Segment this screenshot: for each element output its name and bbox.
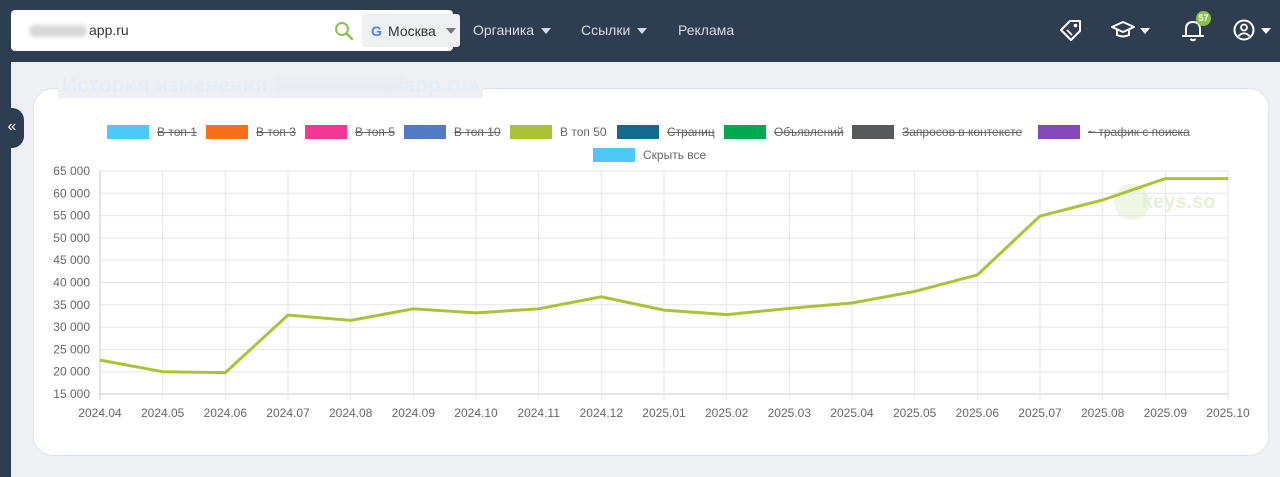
domain-search-field[interactable]: app.ru G Москва bbox=[11, 10, 460, 51]
y-tick-label: 25 000 bbox=[53, 342, 90, 356]
y-tick-label: 50 000 bbox=[53, 231, 90, 245]
legend-swatch bbox=[404, 125, 446, 139]
legend-swatch bbox=[107, 125, 149, 139]
search-icon[interactable] bbox=[334, 21, 354, 41]
legend-swatch bbox=[305, 125, 347, 139]
x-tick-label: 2025.08 bbox=[1081, 406, 1125, 420]
blurred-domain-part bbox=[29, 25, 87, 38]
x-tick-label: 2024.06 bbox=[204, 406, 248, 420]
x-tick-label: 2025.01 bbox=[642, 406, 686, 420]
x-tick-label: 2024.09 bbox=[392, 406, 436, 420]
x-tick-label: 2024.04 bbox=[78, 406, 122, 420]
x-tick-label: 2025.06 bbox=[956, 406, 1000, 420]
x-tick-label: 2024.11 bbox=[517, 406, 560, 420]
nav-organic[interactable]: Органика bbox=[473, 22, 552, 38]
x-tick-label: 2024.05 bbox=[141, 406, 185, 420]
sidebar-collapse-button[interactable]: « bbox=[0, 108, 24, 148]
x-tick-label: 2025.07 bbox=[1018, 406, 1062, 420]
y-tick-label: 60 000 bbox=[53, 186, 90, 200]
legend-swatch bbox=[1038, 125, 1080, 139]
y-tick-label: 30 000 bbox=[53, 320, 90, 334]
chevron-down-icon bbox=[637, 28, 648, 35]
top-navbar: app.ru G Москва Органика Ссылки Реклама … bbox=[0, 0, 1280, 62]
legend-swatch bbox=[206, 125, 248, 139]
sidebar-rail bbox=[0, 62, 11, 477]
notifications-badge: 57 bbox=[1196, 11, 1211, 26]
x-tick-label: 2025.10 bbox=[1206, 406, 1250, 420]
chevron-down-icon bbox=[446, 28, 456, 34]
history-chart-panel bbox=[33, 88, 1269, 456]
y-tick-label: 45 000 bbox=[53, 253, 90, 267]
region-select[interactable]: G Москва bbox=[362, 14, 460, 47]
y-tick-label: 55 000 bbox=[53, 209, 90, 223]
x-tick-label: 2025.02 bbox=[705, 406, 749, 420]
legend-swatch-hide-all bbox=[593, 148, 635, 162]
legend-swatch bbox=[510, 125, 552, 139]
y-tick-label: 65 000 bbox=[53, 164, 90, 178]
y-tick-label: 15 000 bbox=[53, 387, 90, 401]
x-tick-label: 2024.12 bbox=[580, 406, 624, 420]
blurred-domain-part bbox=[273, 78, 404, 95]
region-label: Москва bbox=[388, 23, 436, 39]
chevron-down-icon bbox=[541, 28, 552, 35]
y-tick-label: 40 000 bbox=[53, 276, 90, 290]
x-tick-label: 2025.05 bbox=[893, 406, 937, 420]
bell-icon[interactable] bbox=[1180, 17, 1206, 43]
domain-search-value[interactable]: app.ru bbox=[29, 22, 129, 38]
legend-swatch bbox=[617, 125, 659, 139]
x-tick-label: 2025.03 bbox=[768, 406, 812, 420]
user-account-icon[interactable] bbox=[1232, 17, 1274, 43]
x-tick-label: 2024.08 bbox=[329, 406, 373, 420]
x-tick-label: 2024.10 bbox=[454, 406, 498, 420]
panel-title: История изменения app.ru» bbox=[58, 74, 484, 98]
x-tick-label: 2024.07 bbox=[266, 406, 310, 420]
tag-icon[interactable] bbox=[1058, 17, 1084, 43]
graduation-cap-icon[interactable] bbox=[1110, 17, 1150, 43]
legend-swatch bbox=[852, 125, 894, 139]
google-g-icon: G bbox=[371, 23, 382, 39]
nav-ads[interactable]: Реклама bbox=[678, 22, 735, 38]
y-tick-label: 20 000 bbox=[53, 365, 90, 379]
y-tick-label: 35 000 bbox=[53, 298, 90, 312]
x-tick-label: 2025.04 bbox=[830, 406, 874, 420]
x-tick-label: 2025.09 bbox=[1144, 406, 1188, 420]
legend-swatch bbox=[724, 125, 766, 139]
nav-links[interactable]: Ссылки bbox=[581, 22, 648, 38]
watermark-logo: keys.so bbox=[1114, 182, 1226, 222]
